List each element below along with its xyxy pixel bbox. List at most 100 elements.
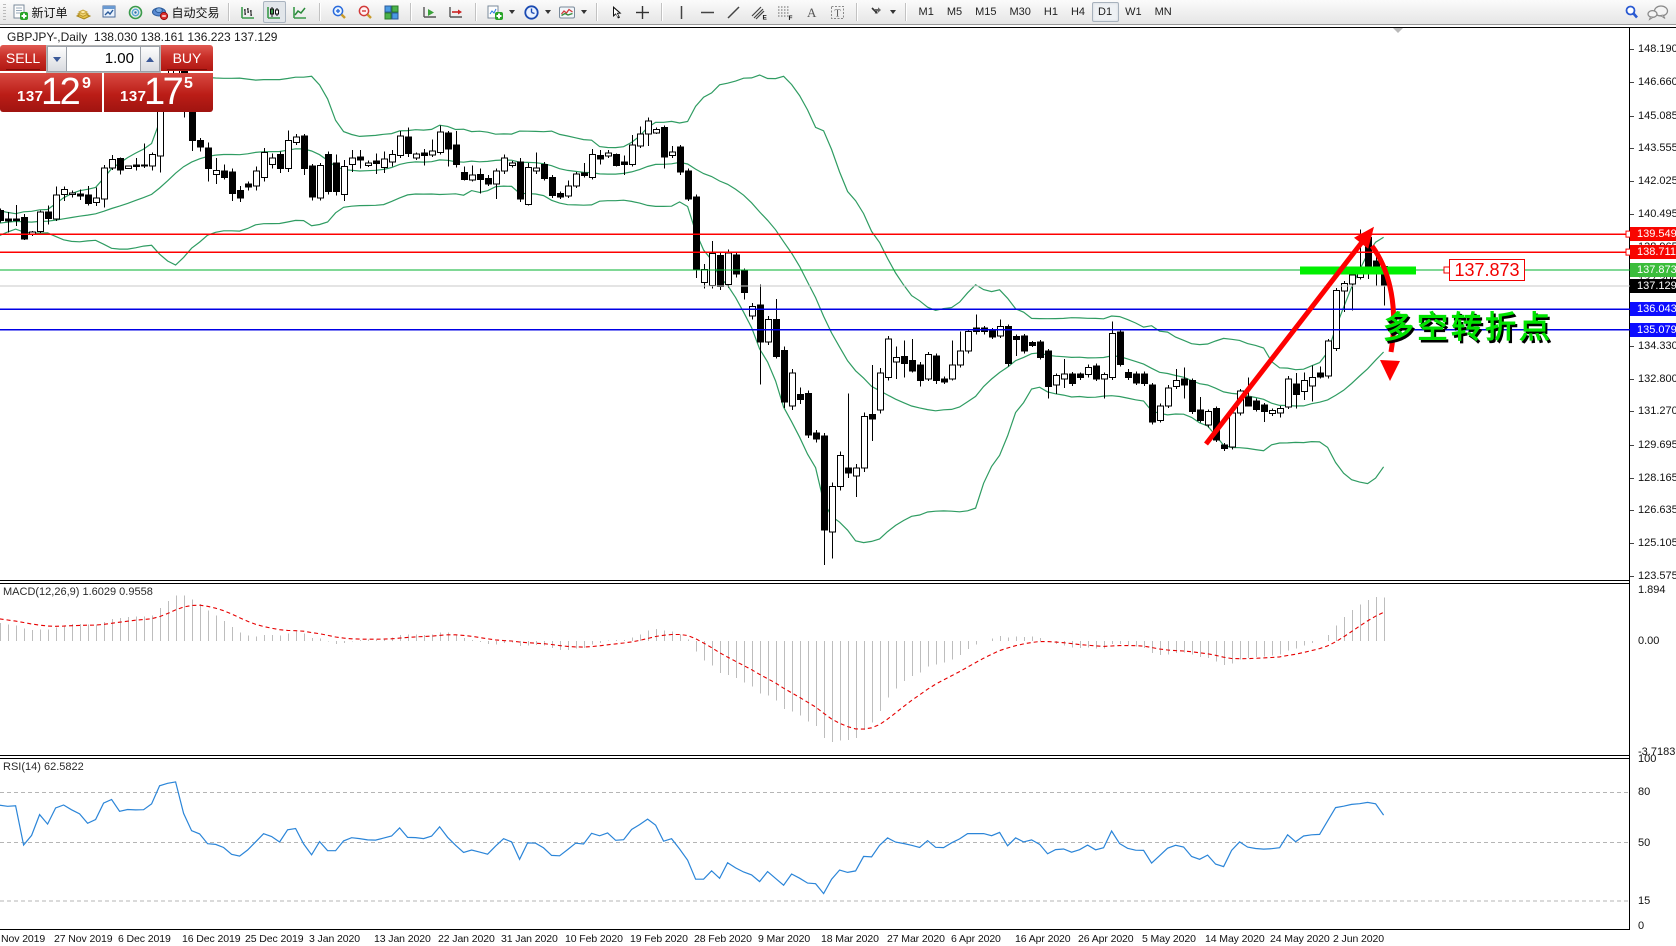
new-order-button[interactable]: 新订单 (11, 1, 69, 23)
candle-bearish (557, 193, 564, 198)
candle-bearish (1125, 371, 1132, 379)
auto-scroll-button[interactable] (419, 1, 442, 23)
trendline-button[interactable] (722, 1, 745, 23)
panel-separator[interactable] (0, 755, 1630, 756)
time-axis-label: 18 Mar 2020 (821, 933, 879, 945)
panel-separator (0, 582, 1630, 584)
candle-bullish (1229, 412, 1236, 448)
sell-price[interactable]: 137 12 9 (0, 73, 102, 112)
rsi-scale-label: 50 (1638, 836, 1651, 849)
trend-arrow-line[interactable] (1204, 235, 1368, 446)
timeframe-M15[interactable]: M15 (975, 6, 997, 18)
toolbar-separator (905, 3, 907, 21)
line-handle[interactable] (1625, 248, 1630, 256)
macd-panel[interactable] (0, 583, 1630, 755)
zoom-out-button[interactable] (354, 1, 377, 23)
price-tick-mark (1630, 411, 1634, 413)
chat-button[interactable] (1646, 1, 1670, 23)
timeframe-M1[interactable]: M1 (918, 6, 934, 18)
sell-button[interactable]: SELL (0, 45, 46, 71)
price-tick-mark (1630, 543, 1634, 545)
auto-trading-button[interactable]: 自动交易 (150, 1, 221, 23)
macd-scale-label: 0.00 (1638, 634, 1660, 647)
vertical-line-button[interactable] (670, 1, 693, 23)
horizontal-line-button[interactable] (696, 1, 719, 23)
timeframe-M5[interactable]: M5 (946, 6, 963, 18)
candle-bearish (309, 165, 316, 198)
templates-button[interactable] (556, 1, 579, 23)
line-handle[interactable] (1625, 230, 1630, 238)
time-axis[interactable]: Nov 2019 27 Nov 2019 6 Dec 2019 16 Dec 2019… (0, 930, 1630, 946)
equidistant-channel-button[interactable]: E (748, 1, 771, 23)
indicators-button[interactable] (484, 1, 507, 23)
periods-button[interactable] (520, 1, 543, 23)
toolbar-grip (3, 4, 6, 20)
price-tick-label: 140.495 (1638, 207, 1676, 220)
volume-input[interactable]: 1.00 (67, 46, 140, 72)
candle-bearish (485, 177, 492, 185)
periods-caret[interactable] (545, 10, 552, 14)
indicators-caret[interactable] (509, 10, 516, 14)
timeframe-H1[interactable]: H1 (1043, 6, 1058, 18)
price-tick-mark (1630, 575, 1634, 577)
svg-text:E: E (763, 14, 768, 21)
down-arrow-line[interactable] (1369, 244, 1397, 353)
panel-separator[interactable] (0, 580, 1630, 581)
down-arrow-head[interactable] (1380, 360, 1400, 381)
time-axis-label: 22 Jan 2020 (438, 933, 495, 945)
candle-bearish (405, 136, 412, 154)
time-axis-label: 16 Dec 2019 (182, 933, 241, 945)
text-button[interactable]: A (800, 1, 823, 23)
green-bar-annotation[interactable] (1300, 266, 1416, 275)
market-watch-button[interactable] (72, 1, 95, 23)
timeframe-H4[interactable]: H4 (1070, 6, 1086, 18)
timeframe-M30[interactable]: M30 (1009, 6, 1031, 18)
cursor-button[interactable] (605, 1, 628, 23)
macd-signal-line (0, 604, 1384, 730)
candle-bullish (1109, 332, 1116, 379)
buy-button[interactable]: BUY (161, 45, 213, 71)
price-line-label[interactable]: 137.873 (1449, 259, 1525, 281)
arrows-caret[interactable] (890, 10, 897, 14)
rsi-panel[interactable] (0, 758, 1630, 928)
arrows-button[interactable] (865, 1, 888, 23)
search-button[interactable] (1620, 1, 1643, 23)
candle-bullish (261, 151, 268, 178)
candle-bearish (901, 356, 908, 364)
volume-increase-button[interactable] (140, 46, 160, 72)
zoom-in-icon (332, 5, 346, 19)
bar-chart-button[interactable] (237, 1, 260, 23)
text-label-button[interactable]: T (826, 1, 849, 23)
candle-bullish (1157, 405, 1164, 422)
chart-top-border (0, 27, 1676, 28)
trend-arrow-head[interactable] (1354, 226, 1374, 249)
chart-shift-marker[interactable] (1393, 28, 1403, 33)
timeframe-D1[interactable]: D1 (1091, 2, 1119, 22)
crosshair-button[interactable] (631, 1, 654, 23)
crosshair-icon (635, 5, 649, 19)
toolbar-separator (410, 3, 412, 21)
candle-bearish (917, 364, 924, 381)
fibonacci-button[interactable]: F (774, 1, 797, 23)
buy-price[interactable]: 137 17 5 (104, 73, 213, 112)
annotation-text[interactable]: 多空转折点 (1383, 310, 1553, 345)
line-chart-button[interactable] (289, 1, 312, 23)
timeframe-MN[interactable]: MN (1154, 6, 1172, 18)
candle-bearish (1117, 331, 1124, 365)
data-window-button[interactable] (98, 1, 121, 23)
navigator-button[interactable] (124, 1, 147, 23)
main-chart[interactable] (0, 28, 1630, 584)
candlestick-chart-button[interactable] (262, 1, 286, 23)
zoom-in-button[interactable] (328, 1, 351, 23)
candle-bearish (1021, 335, 1028, 352)
chart-area: GBPJPY-,Daily 138.030 138.161 136.223 13… (0, 26, 1676, 946)
candle-bullish (437, 131, 444, 153)
candle-bearish (757, 304, 764, 343)
volume-decrease-button[interactable] (47, 46, 67, 72)
tile-windows-button[interactable] (380, 1, 403, 23)
timeframe-W1[interactable]: W1 (1125, 6, 1142, 18)
chart-shift-button[interactable] (445, 1, 468, 23)
templates-caret[interactable] (581, 10, 588, 14)
candles (0, 49, 1388, 565)
